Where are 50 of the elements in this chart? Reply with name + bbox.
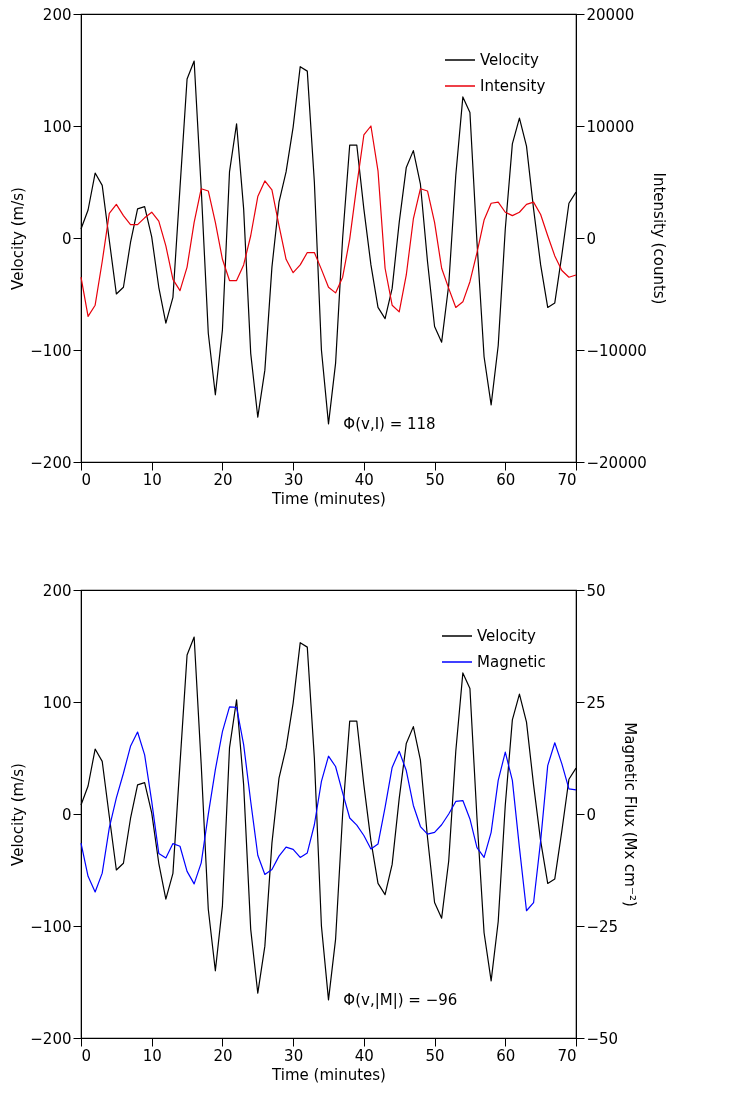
line-series [80,125,577,317]
x-tick-label: 20 [213,1046,233,1065]
x-tick-label: 30 [284,470,304,489]
x-tick-label: 0 [81,470,92,489]
x-tick-label: 50 [425,470,445,489]
x-tick-label: 30 [284,1046,304,1065]
y2-tick-label: −50 [586,1029,619,1048]
line-series [80,706,577,912]
x-tick-label: 50 [425,1046,445,1065]
y2-tick-label: 20000 [586,5,635,24]
legend-label: Intensity [480,77,546,95]
y2-tick-label: −25 [586,917,619,936]
legend-label: Velocity [480,51,539,69]
y2-tick-label: 0 [586,805,597,824]
y-axis-title: Velocity (m/s) [9,187,28,290]
annotation: Φ(v,I) = 118 [343,414,436,433]
y-tick-label: 0 [61,229,72,248]
y-axis-title: Velocity (m/s) [9,763,28,866]
y2-axis-title: Magnetic Flux (Mx cm⁻²) [621,722,640,907]
y2-tick-label: −10000 [586,341,647,360]
y-tick-label: 0 [61,805,72,824]
legend-label: Magnetic [477,653,546,671]
x-tick-label: 60 [496,470,516,489]
x-tick-label: 10 [142,1046,162,1065]
y2-tick-label: 50 [586,581,606,600]
y-tick-label: 100 [42,693,72,712]
y-tick-label: −200 [30,453,72,472]
x-tick-label: 0 [81,1046,92,1065]
x-tick-label: 70 [557,470,577,489]
x-axis-title: Time (minutes) [271,489,386,508]
y2-tick-label: 25 [586,693,606,712]
y2-tick-label: 0 [586,229,597,248]
y2-axis-title: Intensity (counts) [649,172,668,305]
y2-tick-label: −20000 [586,453,647,472]
y-tick-label: −100 [30,917,72,936]
y-tick-label: 200 [42,5,72,24]
x-tick-label: 40 [354,470,374,489]
x-tick-label: 20 [213,470,233,489]
x-tick-label: 60 [496,1046,516,1065]
x-tick-label: 40 [354,1046,374,1065]
y-tick-label: 100 [42,117,72,136]
y2-tick-label: 10000 [586,117,635,136]
y-tick-label: 200 [42,581,72,600]
y-tick-label: −100 [30,341,72,360]
x-axis-title: Time (minutes) [271,1065,386,1084]
x-tick-label: 10 [142,470,162,489]
legend-label: Velocity [477,627,536,645]
y-tick-label: −200 [30,1029,72,1048]
annotation: Φ(v,|M|) = −96 [343,990,458,1009]
x-tick-label: 70 [557,1046,577,1065]
